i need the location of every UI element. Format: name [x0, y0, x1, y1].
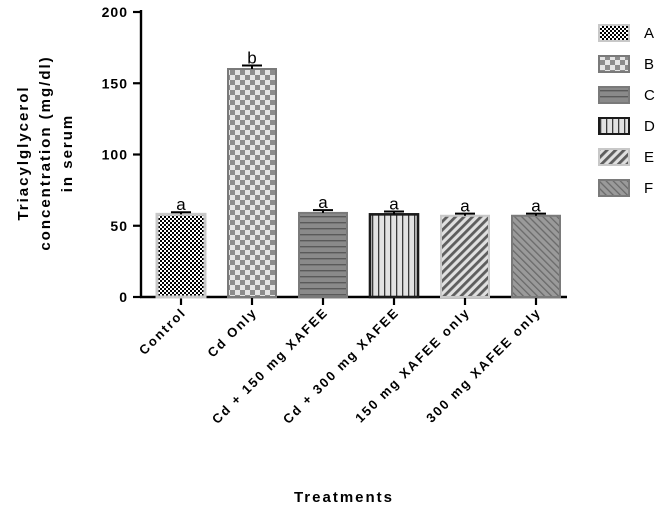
legend-label: C: [644, 87, 655, 104]
significance-label: a: [176, 195, 186, 214]
y-axis-title-line-1: Triacylglycerol: [15, 85, 32, 220]
significance-label: a: [318, 193, 328, 212]
bar-group: a b a a a a: [155, 48, 561, 299]
legend-label: E: [644, 149, 654, 166]
x-tick-label: Cd + 300 mg XAFEE: [280, 305, 402, 427]
legend-label: A: [644, 25, 654, 42]
y-tick-label: 50: [110, 218, 128, 234]
legend-label: B: [644, 56, 654, 73]
legend-swatch: [598, 24, 630, 42]
y-tick-label: 100: [102, 147, 128, 163]
bar: [368, 213, 420, 299]
y-tick-group: 0 50 100 150 200: [102, 4, 141, 305]
legend-swatch: [598, 117, 630, 135]
y-tick-label: 150: [102, 75, 128, 91]
x-tick-label: 150 mg XAFEE only: [352, 305, 473, 426]
legend-swatch: [598, 148, 630, 166]
bar: [511, 214, 561, 298]
legend-label: D: [644, 118, 655, 135]
x-tick-label: 300 mg XAFEE only: [423, 305, 544, 426]
x-tick-label: Control: [136, 305, 189, 358]
legend-swatch: [598, 55, 630, 73]
significance-label: b: [247, 48, 256, 67]
significance-label: a: [531, 197, 541, 216]
y-axis-title-line-2: concentration (mg/dl): [37, 55, 54, 250]
x-tick-label: Cd Only: [204, 305, 260, 361]
y-tick-label: 200: [102, 4, 128, 20]
y-axis-title-line-3: in serum: [59, 114, 76, 193]
x-axis-title: Treatments: [294, 489, 394, 506]
legend-swatch: [598, 179, 630, 197]
y-axis: 0 50 100 150 200: [102, 4, 143, 305]
legend-label: F: [644, 180, 653, 197]
bar: [155, 212, 207, 299]
bar: [298, 211, 348, 298]
significance-label: a: [389, 195, 399, 214]
y-tick-label: 0: [119, 289, 128, 305]
x-tick-label: Cd + 150 mg XAFEE: [209, 305, 331, 427]
legend-swatch: [598, 86, 630, 104]
significance-label: a: [460, 197, 470, 216]
bar: [440, 214, 490, 298]
y-axis-title: Triacylglycerol concentration (mg/dl) in…: [15, 55, 76, 250]
bar: [227, 68, 277, 298]
